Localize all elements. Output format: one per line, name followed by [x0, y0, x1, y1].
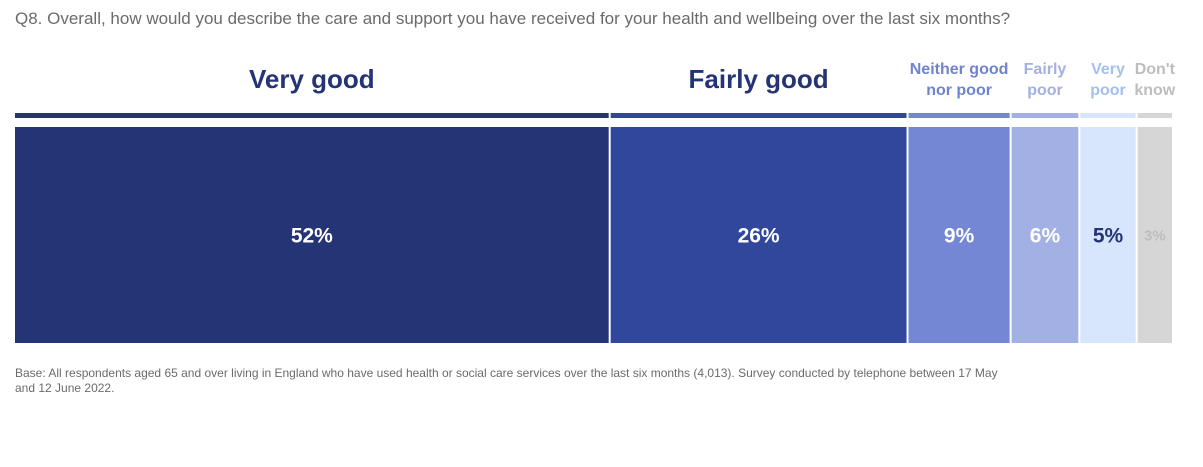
header-label-dont-know: Don't know: [1134, 61, 1175, 99]
header-label-fairly-poor: Fairly poor: [1024, 61, 1067, 99]
bar-segment-fairly-poor: [1011, 127, 1079, 343]
header-label-neither-good-nor-poor: Neither good nor poor: [910, 61, 1009, 99]
header-rule-dont-know: [1137, 113, 1172, 118]
bar-segment-very-poor: [1080, 127, 1136, 343]
category-header-rules: [15, 113, 1172, 118]
category-headers: Very good Fairly good Neither good nor poor…: [249, 61, 1176, 99]
value-labels: 52% 26% 9% 6% 5% 3%: [291, 225, 1166, 248]
question-title: Q8. Overall, how would you describe the …: [15, 9, 1011, 28]
header-rule-very-good: [15, 113, 609, 118]
value-label-neither-good-nor-poor: 9%: [944, 225, 975, 248]
header-rule-very-poor: [1080, 113, 1136, 118]
value-label-fairly-poor: 6%: [1030, 225, 1061, 248]
value-label-very-good: 52%: [291, 225, 333, 248]
bar-segment-very-good: [15, 127, 609, 343]
header-rule-fairly-good: [610, 113, 907, 118]
base-footnote: Base: All respondents aged 65 and over l…: [15, 366, 998, 395]
bar-segments: [15, 127, 1172, 343]
value-label-dont-know: 3%: [1144, 227, 1166, 244]
header-label-very-good: Very good: [249, 64, 375, 94]
bar-segment-neither-good-nor-poor: [908, 127, 1010, 343]
header-label-fairly-good: Fairly good: [689, 64, 829, 94]
header-label-very-poor: Very poor: [1090, 61, 1126, 99]
header-rule-fairly-poor: [1011, 113, 1079, 118]
value-label-fairly-good: 26%: [738, 225, 780, 248]
bar-segment-fairly-good: [610, 127, 907, 343]
value-label-very-poor: 5%: [1093, 225, 1124, 248]
header-rule-neither-good-nor-poor: [908, 113, 1010, 118]
bar-segment-dont-know: [1137, 127, 1172, 343]
